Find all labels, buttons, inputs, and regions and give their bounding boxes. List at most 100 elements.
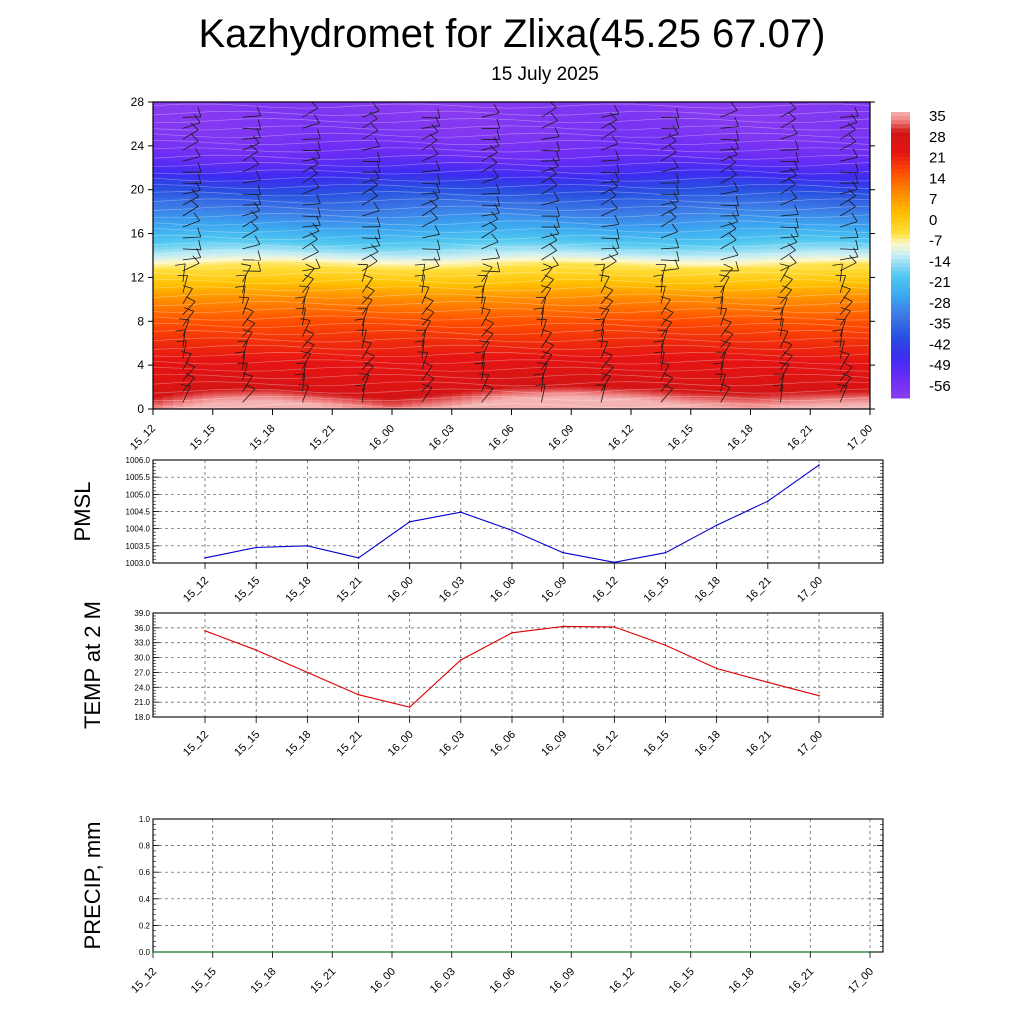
temperature-cell bbox=[401, 235, 413, 239]
temperature-cell bbox=[541, 119, 552, 123]
temperature-cell bbox=[372, 209, 383, 213]
temperature-cell bbox=[680, 150, 692, 154]
temperature-cell bbox=[451, 126, 463, 129]
temperature-cell bbox=[322, 104, 333, 107]
temperature-cell bbox=[670, 233, 682, 237]
temperature-cell bbox=[730, 163, 742, 167]
temperature-cell bbox=[611, 198, 622, 202]
temperature-cell bbox=[441, 229, 453, 232]
temperature-cell bbox=[591, 172, 602, 175]
temperature-cell bbox=[401, 187, 413, 191]
temperature-cell bbox=[750, 176, 762, 180]
temperature-cell bbox=[840, 108, 851, 112]
temperature-cell bbox=[232, 128, 244, 132]
temperature-cell bbox=[441, 152, 453, 156]
temperature-cell bbox=[631, 218, 642, 222]
temperature-cell bbox=[690, 115, 702, 118]
temperature-cell bbox=[282, 102, 294, 105]
temperature-cell bbox=[730, 229, 742, 232]
temperature-cell bbox=[352, 159, 363, 162]
temperature-cell bbox=[421, 196, 433, 200]
temperature-cell bbox=[262, 137, 274, 140]
temperature-cell bbox=[631, 102, 642, 105]
temperature-cell bbox=[312, 226, 323, 230]
temperature-cell bbox=[471, 189, 483, 193]
temperature-cell bbox=[601, 110, 612, 114]
temperature-cell bbox=[810, 123, 821, 127]
temperature-cell bbox=[531, 187, 542, 191]
temperature-cell bbox=[541, 134, 552, 138]
temperature-cell bbox=[172, 172, 184, 175]
temperature-cell bbox=[401, 148, 413, 151]
temperature-cell bbox=[192, 178, 204, 182]
temperature-cell bbox=[650, 218, 662, 222]
temperature-cell bbox=[362, 167, 373, 171]
temperature-cell bbox=[690, 196, 702, 200]
temperature-cell bbox=[611, 176, 622, 180]
temperature-cell bbox=[810, 191, 821, 195]
temperature-cell bbox=[262, 189, 274, 193]
temperature-cell bbox=[282, 216, 294, 219]
temperature-cell bbox=[342, 163, 353, 167]
temperature-cell bbox=[212, 167, 224, 171]
temperature-cell bbox=[621, 220, 632, 224]
temperature-cell bbox=[451, 148, 463, 151]
temperature-cell bbox=[820, 189, 831, 193]
temperature-cell bbox=[551, 152, 562, 156]
temperature-cell bbox=[601, 222, 612, 226]
temperature-cell bbox=[531, 172, 542, 175]
temperature-cell bbox=[790, 207, 801, 211]
temperature-cell bbox=[322, 128, 333, 132]
temperature-cell bbox=[700, 196, 712, 200]
temperature-cell bbox=[252, 156, 264, 160]
temperature-cell bbox=[770, 226, 781, 230]
temperature-cell bbox=[491, 185, 503, 189]
temperature-cell bbox=[222, 152, 234, 156]
temperature-cell bbox=[700, 172, 712, 175]
temperature-cell bbox=[332, 139, 343, 143]
temperature-cell bbox=[501, 163, 513, 167]
temperature-cell bbox=[491, 126, 503, 129]
temperature-cell bbox=[860, 165, 870, 169]
temperature-cell bbox=[272, 154, 284, 158]
temperature-cell bbox=[222, 108, 234, 112]
temperature-cell bbox=[531, 216, 542, 219]
temperature-cell bbox=[153, 231, 164, 235]
temperature-cell bbox=[322, 207, 333, 211]
temperature-cell bbox=[302, 235, 313, 239]
temperature-cell bbox=[401, 174, 413, 178]
temperature-cell bbox=[551, 139, 562, 143]
temperature-cell bbox=[700, 115, 712, 118]
temperature-cell bbox=[660, 172, 672, 175]
temperature-cell bbox=[153, 126, 164, 129]
temperature-cell bbox=[810, 200, 821, 204]
temperature-cell bbox=[740, 165, 752, 169]
temperature-cell bbox=[800, 200, 811, 204]
temperature-cell bbox=[621, 198, 632, 202]
temperature-cell bbox=[421, 130, 433, 134]
temperature-cell bbox=[790, 200, 801, 204]
temperature-cell bbox=[680, 185, 692, 189]
temperature-cell bbox=[342, 154, 353, 158]
temperature-cell bbox=[382, 207, 393, 211]
temperature-cell bbox=[631, 229, 642, 232]
temperature-cell bbox=[820, 108, 831, 112]
temperature-cell bbox=[770, 161, 781, 164]
temperature-cell bbox=[720, 209, 732, 213]
temperature-cell bbox=[571, 161, 582, 164]
temperature-cell bbox=[332, 121, 343, 125]
temperature-cell bbox=[262, 117, 274, 121]
temperature-cell bbox=[212, 187, 224, 191]
temperature-cell bbox=[690, 213, 702, 217]
temperature-cell bbox=[232, 137, 244, 140]
temperature-cell bbox=[421, 137, 433, 140]
temperature-cell bbox=[372, 106, 383, 110]
temperature-cell bbox=[153, 134, 164, 138]
temperature-cell bbox=[820, 132, 831, 136]
temperature-cell bbox=[411, 134, 423, 138]
temperature-cell bbox=[431, 198, 443, 202]
temperature-cell bbox=[302, 222, 313, 226]
temperature-cell bbox=[352, 139, 363, 143]
temperature-cell bbox=[650, 132, 662, 136]
temperature-cell bbox=[212, 172, 224, 175]
